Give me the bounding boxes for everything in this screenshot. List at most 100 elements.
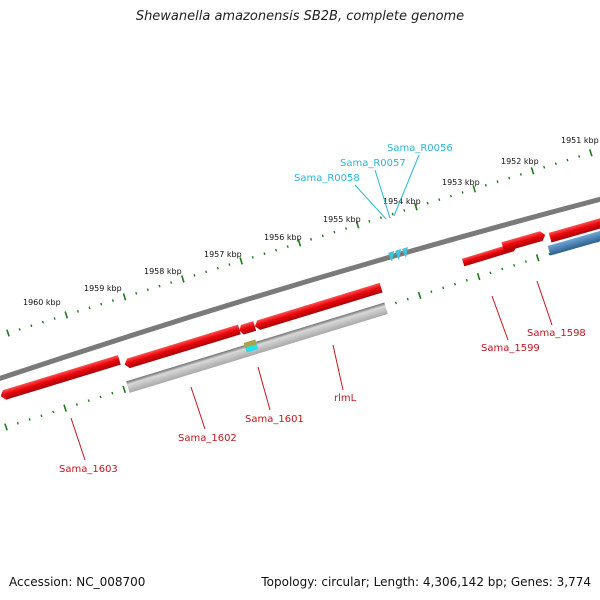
minor-tick [345, 227, 348, 230]
minor-tick [368, 219, 371, 223]
kbp-label: 1953 kbp [442, 178, 480, 187]
map-title: Shewanella amazonensis SB2B, complete ge… [135, 9, 465, 24]
major-tick [122, 293, 127, 301]
minor-tick [578, 155, 581, 158]
kbp-label: 1954 kbp [383, 197, 421, 206]
gene-small-marker [243, 339, 259, 353]
minor-tick [28, 418, 31, 421]
gene-sama-1598 [501, 231, 546, 252]
minor-tick [40, 414, 43, 418]
minor-tick [41, 320, 44, 324]
minor-tick [508, 176, 511, 180]
minor-tick [454, 282, 457, 286]
minor-tick [524, 260, 527, 263]
minor-tick [216, 266, 219, 270]
major-tick [472, 185, 477, 193]
major-tick [355, 221, 360, 229]
minor-tick [566, 158, 569, 162]
minor-tick [158, 284, 161, 288]
minor-tick [465, 278, 468, 282]
kbp-label: 1951 kbp [561, 136, 599, 145]
major-tick [535, 254, 540, 262]
major-tick [588, 149, 593, 157]
minor-tick [501, 267, 504, 271]
gene-label: Sama_1603 [59, 464, 118, 475]
minor-tick [53, 317, 56, 320]
major-tick [476, 272, 481, 281]
minor-tick [379, 216, 382, 220]
minor-tick [449, 194, 452, 198]
minor-tick [391, 212, 394, 216]
minor-tick [333, 230, 336, 234]
major-tick [181, 275, 185, 283]
genome-summary-text: Topology: circular; Length: 4,306,142 bp… [261, 575, 591, 589]
kbp-label: 1952 kbp [501, 157, 539, 166]
minor-tick [170, 281, 173, 284]
gene-label: Sama_1598 [527, 328, 586, 339]
minor-tick [543, 165, 546, 169]
trna-sama-r0057 [395, 249, 401, 260]
minor-tick [111, 299, 114, 302]
gene-labels: Sama_1598 Sama_1599 rlmL Sama_1601 Sama_… [59, 143, 586, 475]
kbp-label: 1959 kbp [84, 284, 122, 293]
minor-tick [146, 288, 149, 292]
minor-tick [88, 306, 91, 310]
gene-sama-1602 [124, 324, 241, 369]
minor-tick [100, 302, 103, 306]
major-tick [6, 329, 10, 337]
minor-tick [489, 271, 492, 275]
minor-tick [18, 328, 21, 331]
trna-markers [388, 247, 408, 262]
trna-label: Sama_R0058 [294, 173, 360, 184]
minor-tick [135, 291, 138, 295]
gene-label: Sama_1601 [245, 414, 304, 425]
gene-label: Sama_1602 [178, 433, 237, 444]
major-tick [4, 423, 8, 431]
trna-label: Sama_R0056 [387, 143, 453, 154]
minor-tick [228, 263, 231, 266]
trna-label: Sama_R0057 [340, 158, 406, 169]
minor-tick [76, 309, 79, 313]
minor-tick [513, 263, 516, 267]
major-tick [63, 404, 67, 412]
kbp-label: 1955 kbp [323, 215, 361, 224]
minor-tick [426, 201, 429, 205]
minor-tick [263, 252, 266, 256]
minor-tick [548, 252, 551, 256]
kbp-labels: 1951 kbp 1952 kbp 1953 kbp 1954 kbp 1955… [23, 136, 599, 307]
genome-backbone [0, 196, 600, 381]
kbp-scale-outer [6, 149, 593, 337]
minor-tick [519, 173, 522, 176]
kbp-label: 1960 kbp [23, 298, 61, 307]
minor-tick [111, 391, 114, 395]
gene-sama-1599 [461, 243, 517, 267]
major-tick [239, 257, 243, 265]
kbp-label: 1957 kbp [204, 250, 242, 259]
gene-label: Sama_1599 [481, 343, 540, 354]
minor-tick [321, 234, 324, 238]
minor-tick [554, 162, 557, 166]
kbp-label: 1958 kbp [144, 267, 182, 276]
minor-tick [438, 198, 441, 202]
minor-tick [87, 399, 90, 403]
kbp-label: 1956 kbp [264, 233, 302, 242]
trna-sama-r0056 [402, 247, 408, 258]
minor-tick [430, 290, 433, 294]
minor-tick [496, 180, 499, 184]
gene-sama-1597 [548, 216, 600, 243]
minor-tick [205, 270, 208, 274]
major-tick [414, 203, 418, 211]
minor-tick [52, 410, 55, 414]
minor-tick [251, 255, 254, 259]
major-tick [122, 385, 127, 394]
minor-tick [275, 248, 278, 252]
major-tick [417, 291, 422, 300]
major-tick [530, 167, 535, 175]
minor-tick [30, 324, 33, 328]
minor-tick [16, 421, 19, 425]
trna-sama-r0058 [388, 251, 394, 262]
gene-rlml [254, 282, 383, 330]
major-tick [297, 239, 302, 247]
